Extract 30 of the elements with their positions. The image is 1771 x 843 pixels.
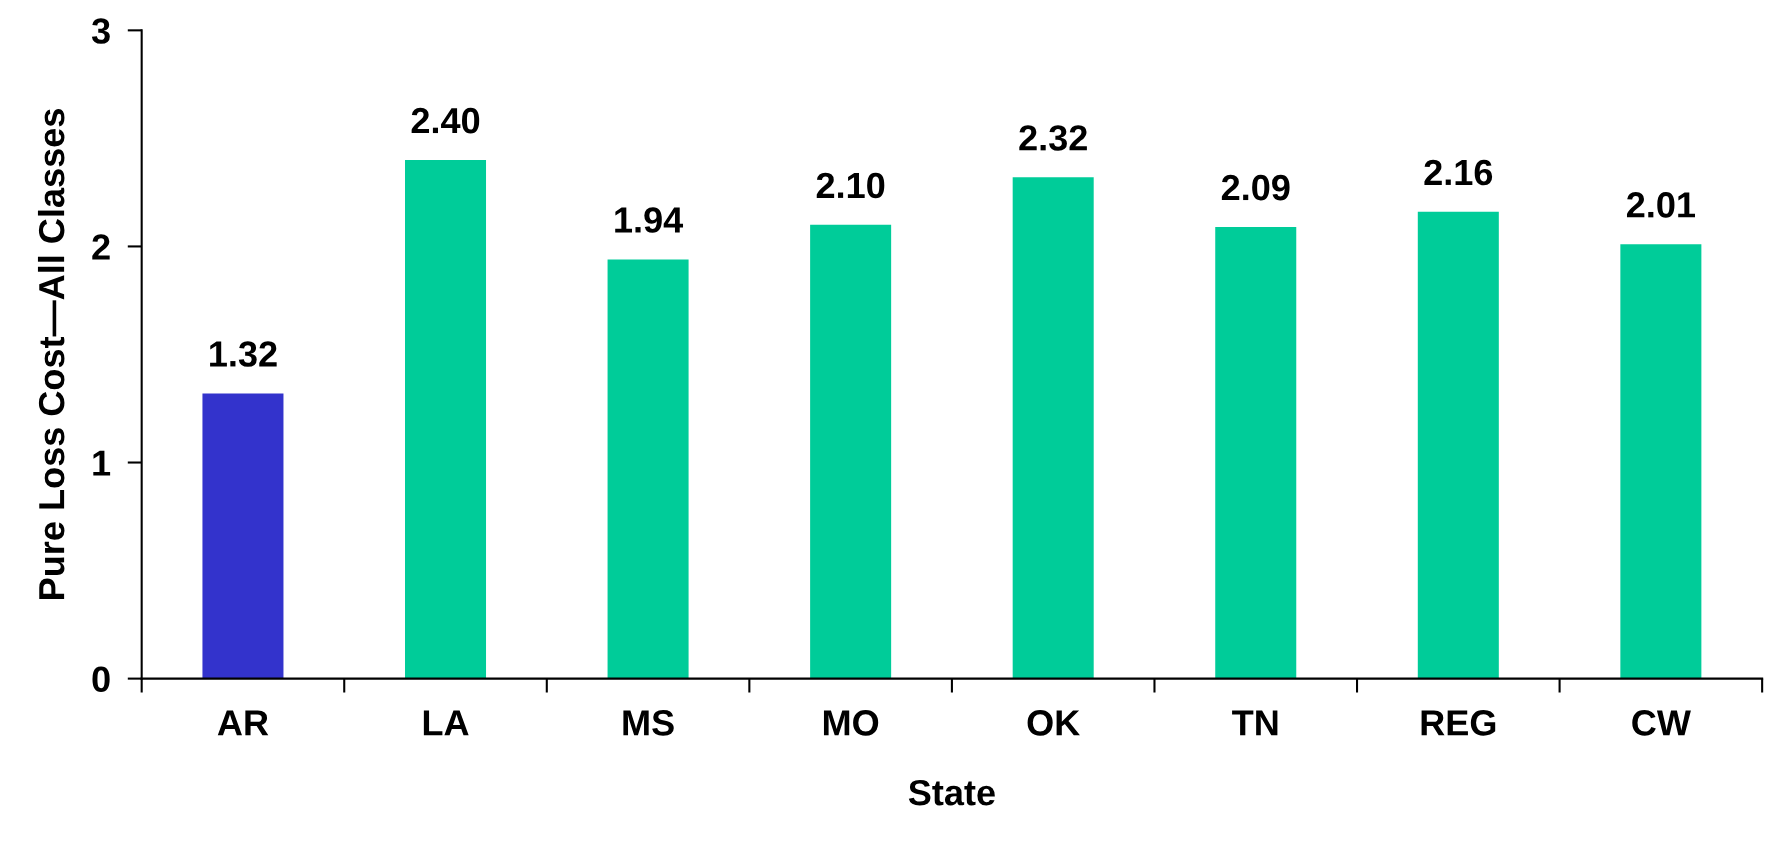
- bar: [1417, 211, 1499, 679]
- y-axis-title: Pure Loss Cost—All Classes: [37, 109, 65, 599]
- x-tick-label: LA: [423, 710, 469, 736]
- y-tick-label: 3: [91, 18, 110, 44]
- x-tick-label: AR: [217, 710, 269, 736]
- bar: [1620, 244, 1702, 679]
- x-tick-label: CW: [1632, 710, 1691, 736]
- data-label: 2.40: [411, 107, 480, 134]
- data-label: 2.10: [816, 172, 885, 199]
- data-label: 1.94: [615, 207, 684, 233]
- data-label: 2.32: [1019, 125, 1087, 151]
- data-label: 2.16: [1424, 159, 1493, 186]
- bar: [607, 259, 689, 679]
- x-axis-title: State: [908, 779, 995, 806]
- bar: [1012, 177, 1094, 679]
- y-tick-label: 2: [92, 234, 110, 260]
- bar: [1215, 226, 1297, 679]
- bar: [810, 224, 892, 679]
- data-label: 2.09: [1221, 174, 1290, 201]
- bar: [405, 160, 487, 679]
- y-tick-label: 1: [93, 450, 111, 476]
- data-label: 1.32: [210, 341, 277, 367]
- x-tick-label: MS: [623, 710, 674, 736]
- bar: [202, 393, 284, 679]
- y-tick-label: 0: [92, 666, 110, 693]
- x-tick-label: MO: [823, 710, 879, 736]
- x-tick-label: OK: [1027, 710, 1080, 736]
- x-tick-label: REG: [1421, 710, 1496, 736]
- data-label: 2.01: [1626, 192, 1695, 218]
- x-tick-label: TN: [1232, 710, 1278, 736]
